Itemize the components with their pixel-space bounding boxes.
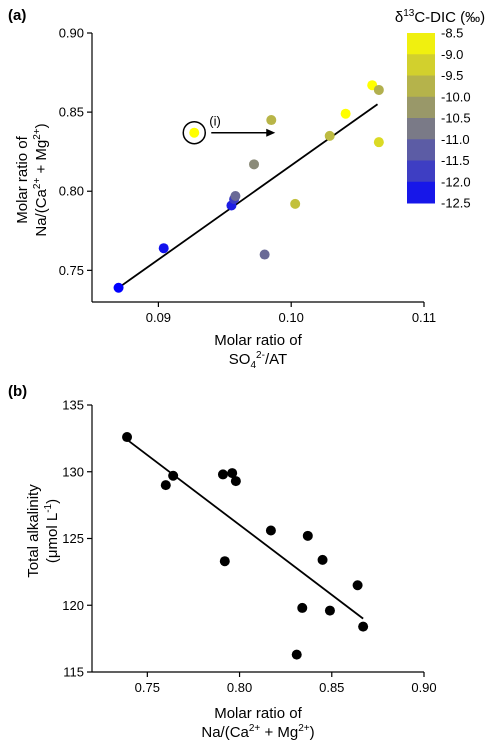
panel-a-ylabel: Molar ratio of Na/(Ca2+ + Mg2+) [14,123,50,236]
panel-a-label: (a) [8,7,26,24]
panel-a-annotation: (i) [182,114,276,145]
colorbar-tick-label: -9.0 [441,47,463,62]
panel-a-x-tick-label: 0.09 [146,310,171,325]
data-point [302,530,313,541]
annotation-arrow-head [266,128,276,137]
panel-b-ylabel-line2: (μmol L-1) [43,499,61,563]
panel-a-x-tick-label: 0.10 [279,310,304,325]
panel-a-y-tick-label: 0.90 [59,26,84,41]
data-point [324,130,335,141]
panel-a-xlabel-line1: Molar ratio of [214,332,302,349]
data-point [219,556,230,567]
panel-b-label: (b) [8,383,27,400]
colorbar: δ13C-DIC (‰) -8.5 -9.0 -9.5 -10.0 -10.5 -11.0… [395,8,485,211]
colorbar-cell [407,181,435,204]
data-point [217,469,228,480]
data-point [373,84,384,95]
panel-a: (a) 0.09 0.10 0.11 0.75 0.80 0.85 0.90 (i) Mol… [8,7,485,371]
data-point [168,470,179,481]
panel-b-x-tick-label: 0.85 [319,680,344,695]
colorbar-tick-label: -12.0 [441,174,471,189]
colorbar-tick-label: -10.0 [441,89,471,104]
panel-a-x-tick-label: 0.11 [412,310,436,325]
panel-b-y-tick-label: 120 [62,598,84,613]
panel-b: (b) 0.75 0.80 0.85 0.90 115 120 125 130 135 Mola… [8,383,437,741]
data-point [259,249,270,260]
data-point [158,243,169,254]
data-point [352,580,363,591]
panel-a-y-tick-label: 0.85 [59,105,84,120]
panel-a-ticks: 0.09 0.10 0.11 0.75 0.80 0.85 0.90 [59,26,436,326]
data-point [340,108,351,119]
annotation-circle [182,120,207,145]
panel-a-y-tick-label: 0.80 [59,184,84,199]
data-point [230,190,241,201]
data-point [189,127,200,138]
data-point [113,282,124,293]
panel-a-ylabel-line2: Na/(Ca2+ + Mg2+) [32,123,50,236]
panel-b-ylabel: Total alkalinity (μmol L-1) [25,484,61,578]
data-point [122,432,133,443]
panel-a-points [113,80,384,293]
colorbar-cell [407,118,435,140]
data-point [265,525,276,536]
colorbar-cell [407,75,435,98]
panel-b-xlabel-line2: Na/(Ca2+ + Mg2+) [201,723,314,741]
colorbar-tick-label: -10.5 [441,111,471,126]
panel-b-x-tick-label: 0.90 [411,680,436,695]
annotation-label: (i) [209,114,221,129]
data-point [227,468,238,479]
data-point [230,476,241,487]
colorbar-tick-label: -11.5 [441,153,470,168]
data-point [266,115,277,126]
colorbar-tick-label: -11.0 [441,132,470,147]
panel-a-regression [118,103,379,289]
panel-b-x-tick-label: 0.75 [135,680,160,695]
colorbar-cell [407,54,435,76]
panel-b-xlabel-line1: Molar ratio of [214,705,302,722]
panel-a-xlabel-line2: SO42-/AT [229,350,287,371]
data-point [291,649,302,660]
panel-b-ylabel-line1: Total alkalinity [25,484,42,578]
data-point [297,602,308,613]
panel-a-axes [91,33,424,303]
colorbar-cell [407,139,435,161]
data-point [249,159,260,170]
panel-b-y-tick-label: 130 [62,464,84,479]
colorbar-tick-label: -9.5 [441,68,463,83]
data-point [358,621,369,632]
regression-line [126,438,364,620]
data-point [290,198,301,209]
panel-a-ylabel-line1: Molar ratio of [14,135,31,223]
colorbar-tick-label: -12.5 [441,196,471,211]
panel-b-x-tick-label: 0.80 [227,680,252,695]
panel-b-regression [126,438,364,620]
regression-line [118,103,379,289]
data-point [317,554,328,565]
colorbar-cell [407,160,435,183]
panel-b-points [122,432,369,660]
panel-b-ticks: 0.75 0.80 0.85 0.90 115 120 125 130 135 [62,398,436,696]
colorbar-title: δ13C-DIC (‰) [395,8,485,26]
panel-b-y-tick-label: 135 [62,398,84,413]
panel-b-y-tick-label: 115 [63,665,84,680]
data-point [324,605,335,616]
data-point [373,137,384,148]
panel-b-y-tick-label: 125 [62,531,84,546]
panel-a-y-tick-label: 0.75 [59,263,84,278]
colorbar-cell [407,96,435,119]
colorbar-tick-label: -8.5 [441,26,463,41]
colorbar-cell [407,33,435,55]
colorbar-cells [407,33,435,204]
data-point [160,480,171,491]
colorbar-labels: -8.5 -9.0 -9.5 -10.0 -10.5 -11.0 -11.5 -12.0 -12… [441,26,471,211]
